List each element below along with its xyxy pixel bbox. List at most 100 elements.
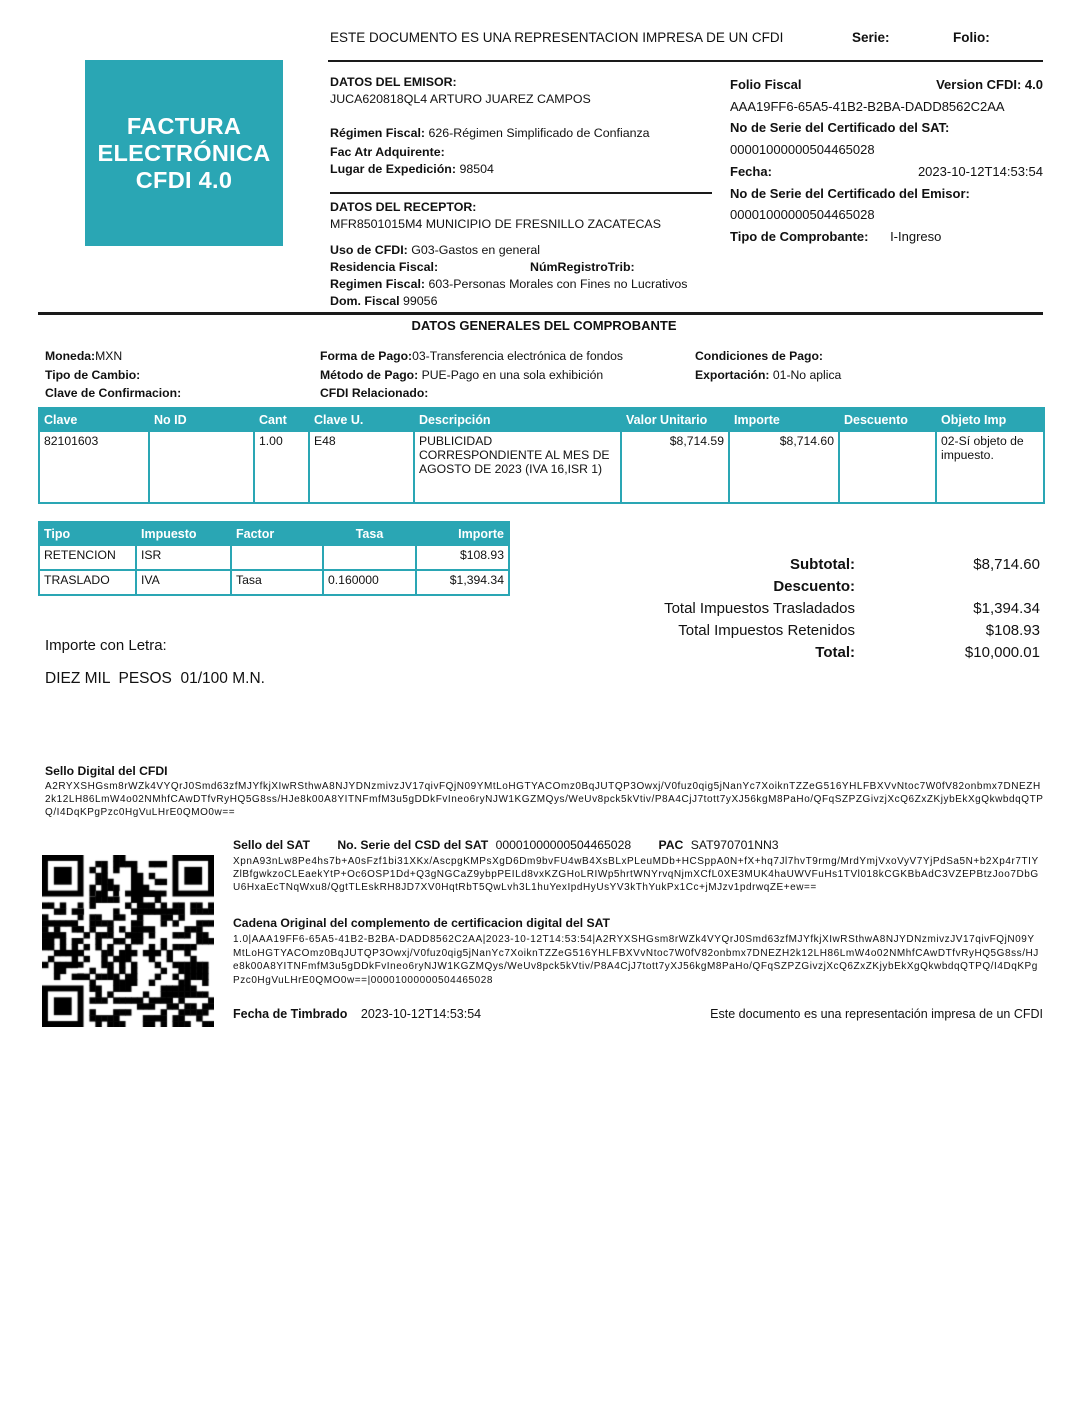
no-serie-emisor-label: No de Serie del Certificado del Emisor: — [730, 185, 970, 201]
generales-col1: Moneda:MXN Tipo de Cambio: Clave de Conf… — [45, 347, 315, 403]
tax-tasa — [322, 544, 417, 571]
total-value: $10,000.01 — [964, 644, 1040, 661]
badge-line-3: CFDI 4.0 — [135, 166, 233, 193]
numregistro-label: NúmRegistroTrib: — [530, 260, 635, 274]
fecha-value: 2023-10-12T14:53:54 — [917, 163, 1043, 179]
emisor-regimen: Régimen Fiscal: 626-Régimen Simplificado… — [330, 125, 725, 142]
descuento-value — [855, 576, 1040, 598]
exportacion-row: Exportación: 01-No aplica — [695, 366, 1025, 385]
no-serie-sat-value: 00001000000504465028 — [730, 142, 875, 158]
badge-line-1: FACTURA — [126, 112, 242, 139]
fac-atr-label: Fac Atr Adquirente: — [330, 145, 445, 159]
col-noid: No ID — [148, 407, 255, 432]
pac-value: SAT970701NN3 — [690, 838, 779, 852]
clave-confirmacion-label: Clave de Confirmacion: — [45, 386, 182, 400]
folio-fiscal-value: AAA19FF6-65A5-41B2-B2BA-DADD8562C2AA — [730, 98, 1005, 114]
importe-letra-label: Importe con Letra: — [45, 637, 167, 654]
moneda-value: MXN — [95, 349, 123, 363]
receptor-name: MFR8501015M4 MUNICIPIO DE FRESNILLO ZACA… — [330, 217, 661, 231]
col-valor-unitario: Valor Unitario — [620, 407, 730, 432]
uso-cfdi-label: Uso de CFDI: — [330, 243, 408, 257]
emisor-title: DATOS DEL EMISOR: — [330, 75, 457, 89]
items-header-row: Clave No ID Cant Clave U. Descripción Va… — [38, 407, 1045, 432]
retenidos-row: Total Impuestos Retenidos $108.93 — [500, 620, 1040, 642]
col-importe: Importe — [728, 407, 840, 432]
sello-sat-text: XpnA93nLw8Pe4hs7b+A0sFzf1bi31XKx/AscpgKM… — [233, 856, 1039, 893]
fecha-label: Fecha: — [730, 163, 772, 179]
metodo-pago-value: PUE-Pago en una sola exhibición — [418, 367, 604, 382]
folio-label: Folio: — [953, 30, 990, 45]
col-tipo: Tipo — [38, 521, 137, 546]
sello-sat-label: Sello del SAT — [233, 838, 310, 852]
dom-fiscal-label: Dom. Fiscal — [330, 294, 400, 308]
col-tax-importe: Importe — [415, 521, 510, 546]
item-objeto-imp: 02-Sí objeto de impuesto. — [935, 430, 1045, 504]
dom-fiscal: Dom. Fiscal 99056 — [330, 293, 725, 310]
importe-letra-value: DIEZ MIL PESOS 01/100 M.N. — [45, 670, 265, 687]
residencia-label: Residencia Fiscal: — [330, 260, 439, 274]
badge-line-2: ELECTRÓNICA — [97, 139, 271, 166]
emisor-regimen-value: 626-Régimen Simplificado de Confianza — [428, 126, 650, 140]
col-objeto-imp: Objeto Imp — [935, 407, 1045, 432]
serie-label: Serie: — [852, 30, 890, 45]
receptor-regimen-label: Regimen Fiscal: — [330, 277, 426, 291]
emisor-name: JUCA620818QL4 ARTURO JUAREZ CAMPOS — [330, 92, 591, 106]
retenidos-value: $108.93 — [985, 622, 1040, 639]
total-row: Total: $10,000.01 — [500, 642, 1040, 664]
cadena-title: Cadena Original del complemento de certi… — [233, 916, 610, 930]
moneda-row: Moneda:MXN — [45, 347, 315, 366]
pac-label: PAC — [658, 838, 684, 852]
emisor-section: DATOS DEL EMISOR: JUCA620818QL4 ARTURO J… — [330, 74, 725, 178]
factura-badge: FACTURA ELECTRÓNICA CFDI 4.0 — [85, 60, 283, 246]
col-claveu: Clave U. — [308, 407, 415, 432]
item-descuento — [838, 430, 937, 504]
col-factor: Factor — [230, 521, 324, 546]
condiciones-pago-label: Condiciones de Pago: — [695, 349, 823, 363]
sat-header-row: Sello del SAT No. Serie del CSD del SAT … — [233, 838, 779, 852]
qr-code — [42, 855, 214, 1027]
uso-cfdi: Uso de CFDI: G03-Gastos en general — [330, 242, 725, 259]
moneda-label: Moneda: — [45, 349, 96, 363]
tax-factor — [230, 544, 324, 571]
forma-pago-value: 03-Transferencia electrónica de fondos — [412, 349, 624, 363]
item-claveu: E48 — [308, 430, 415, 504]
emisor-regimen-label: Régimen Fiscal: — [330, 126, 426, 140]
trasladados-row: Total Impuestos Trasladados $1,394.34 — [500, 598, 1040, 620]
tax-tipo: RETENCION — [38, 544, 137, 571]
forma-pago-row: Forma de Pago:03-Transferencia electróni… — [320, 347, 685, 366]
uso-cfdi-value: G03-Gastos en general — [411, 243, 541, 257]
tax-impuesto: ISR — [135, 544, 232, 571]
item-descripcion: PUBLICIDAD CORRESPONDIENTE AL MES DE AGO… — [413, 430, 622, 504]
metodo-pago-label: Método de Pago: — [320, 367, 419, 382]
trasladados-value: $1,394.34 — [973, 600, 1040, 617]
trasladados-label: Total Impuestos Trasladados — [664, 600, 855, 617]
tipo-comprobante-row: Tipo de Comprobante: I-Ingreso — [730, 226, 1043, 248]
tax-row-retencion: RETENCION ISR $108.93 — [38, 544, 510, 571]
col-descuento: Descuento — [838, 407, 937, 432]
exportacion-value: 01-No aplica — [772, 367, 842, 382]
tax-table: Tipo Impuesto Factor Tasa Importe RETENC… — [38, 521, 510, 596]
folio-fiscal-label: Folio Fiscal — [730, 77, 802, 92]
receptor-regimen: Regimen Fiscal: 603-Personas Morales con… — [330, 276, 725, 293]
item-clave: 82101603 — [38, 430, 150, 504]
item-noid — [148, 430, 255, 504]
subtotal-row: Subtotal: $8,714.60 — [500, 554, 1040, 576]
descuento-label: Descuento: — [773, 578, 855, 595]
tax-tipo: TRASLADO — [38, 569, 137, 596]
csd-sat-value: 00001000000504465028 — [495, 838, 632, 852]
tax-tasa: 0.160000 — [322, 569, 417, 596]
tax-header-row: Tipo Impuesto Factor Tasa Importe — [38, 521, 510, 546]
receptor-title: DATOS DEL RECEPTOR: — [330, 200, 477, 214]
generales-col2: Forma de Pago:03-Transferencia electróni… — [320, 347, 685, 403]
fecha-timbrado-label: Fecha de Timbrado — [233, 1007, 348, 1021]
tipo-comprobante-label: Tipo de Comprobante: — [730, 228, 869, 244]
version-cfdi-label: Version CFDI: 4.0 — [936, 77, 1043, 92]
receptor-section: DATOS DEL RECEPTOR: MFR8501015M4 MUNICIP… — [330, 199, 725, 310]
fecha-timbrado-value: 2023-10-12T14:53:54 — [360, 1007, 482, 1021]
sello-cfdi-title: Sello Digital del CFDI — [45, 764, 168, 778]
csd-sat-label: No. Serie del CSD del SAT — [337, 838, 489, 852]
cadena-text: 1.0|AAA19FF6-65A5-41B2-B2BA-DADD8562C2AA… — [233, 934, 1039, 986]
no-serie-sat-label: No de Serie del Certificado del SAT: — [730, 120, 950, 136]
header-divider — [328, 60, 1043, 62]
generales-col3: Condiciones de Pago: Exportación: 01-No … — [695, 347, 1025, 384]
